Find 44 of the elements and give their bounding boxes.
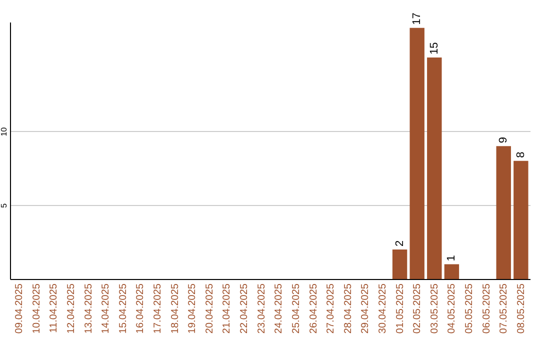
x-tick-label: 27.04.2025 [326, 283, 337, 334]
x-tick-label: 06.05.2025 [481, 283, 492, 334]
x-tick-label: 03.05.2025 [429, 283, 440, 334]
x-tick-label: 24.04.2025 [274, 283, 285, 334]
bar [444, 264, 460, 279]
data-label: 15 [428, 42, 440, 54]
x-tick-label: 12.04.2025 [66, 283, 77, 334]
y-tick-label: 5 [0, 202, 8, 208]
bar [392, 249, 408, 279]
x-tick-label: 17.04.2025 [152, 283, 164, 334]
x-tick-label: 01.05.2025 [394, 283, 406, 334]
x-tick-label: 02.05.2025 [412, 283, 424, 334]
x-tick-label: 26.04.2025 [308, 283, 320, 334]
data-label: 9 [498, 136, 510, 144]
x-tick-label: 21.04.2025 [222, 283, 233, 334]
x-tick-label: 14.04.2025 [100, 283, 112, 334]
x-tick-label: 07.05.2025 [498, 283, 510, 334]
x-tick-label: 30.04.2025 [377, 283, 388, 334]
x-tick-label: 10.04.2025 [31, 283, 42, 334]
bar [410, 28, 424, 279]
x-tick-label: 22.04.2025 [239, 283, 250, 334]
data-label: 17 [411, 12, 424, 25]
x-tick-label: 05.05.2025 [464, 283, 475, 334]
x-tick-label: 15.04.2025 [118, 283, 129, 334]
y-tick-label: 10 [0, 126, 8, 136]
x-tick-label: 18.04.2025 [170, 283, 181, 334]
x-tick-label: 16.04.2025 [135, 283, 146, 334]
x-tick-label: 09.04.2025 [14, 283, 26, 334]
bar [496, 146, 511, 279]
data-label: 1 [446, 255, 458, 262]
x-tick-label: 13.04.2025 [83, 283, 94, 334]
x-tick-label: 23.04.2025 [256, 283, 268, 334]
x-tick-label: 04.05.2025 [446, 283, 458, 334]
data-label: 8 [514, 152, 527, 158]
x-tick-label: 29.04.2025 [360, 283, 372, 334]
bar [514, 160, 528, 279]
bar [427, 57, 442, 279]
x-tick-label: 25.04.2025 [290, 283, 302, 334]
x-tick-label: 08.05.2025 [516, 283, 527, 334]
x-tick-label: 19.04.2025 [187, 283, 198, 334]
x-tick-label: 20.04.2025 [204, 283, 216, 334]
x-tick-label: 11.04.2025 [48, 283, 60, 333]
x-tick-label: 28.04.2025 [342, 283, 354, 334]
data-label: 2 [394, 240, 406, 246]
